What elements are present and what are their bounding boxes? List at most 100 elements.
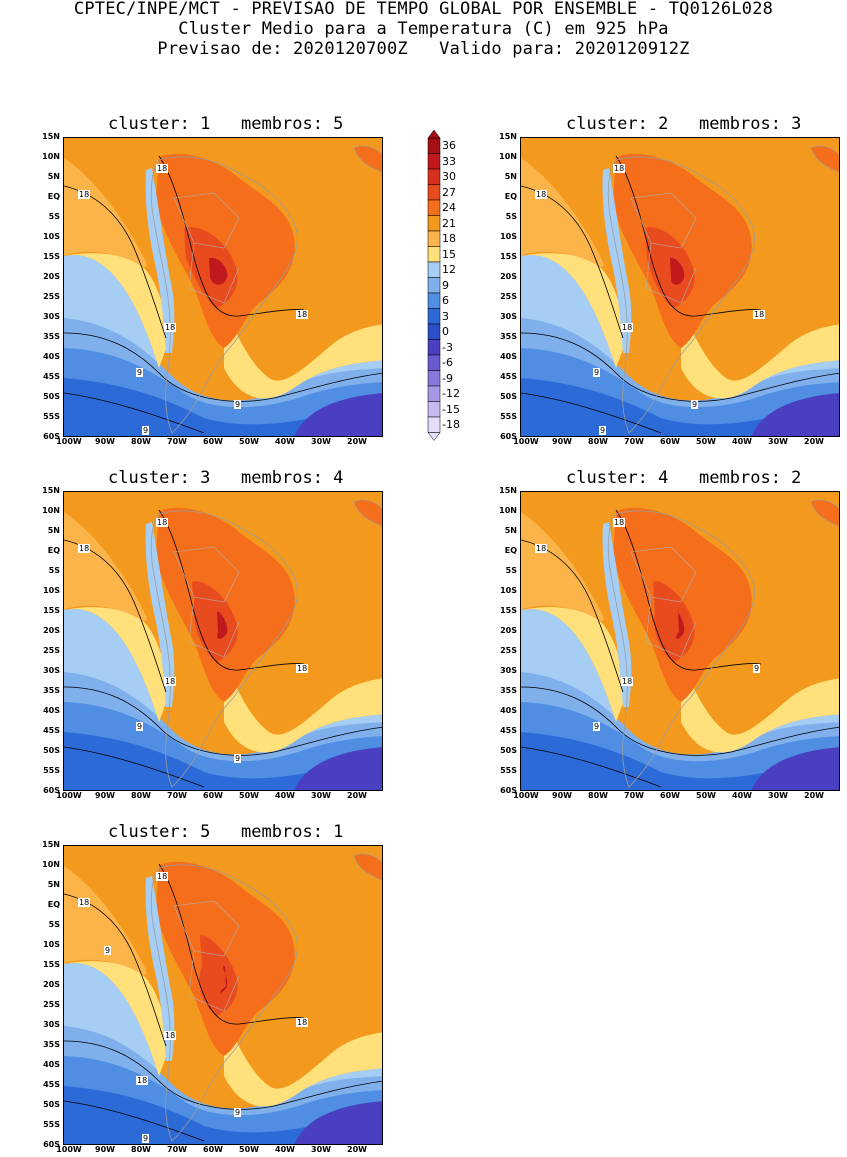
colorbar-swatch — [427, 370, 441, 387]
longitude-tick: 80W — [131, 791, 151, 800]
panel-title: cluster: 1 membros: 5 — [108, 114, 344, 134]
latitude-tick: 60S — [43, 1140, 60, 1149]
south-america-coastline — [150, 510, 298, 788]
contour-label: 18 — [535, 190, 548, 199]
contour-label: 18 — [296, 310, 309, 319]
field-purple-band — [294, 1101, 382, 1144]
temperature-map: 18 18 18 18 9 9 9 — [63, 137, 383, 437]
field-yellow-band — [681, 662, 839, 753]
contour-9 — [64, 686, 382, 756]
latitude-tick: EQ — [504, 192, 517, 201]
latitude-tick: 5N — [47, 880, 60, 889]
longitude-tick: 20W — [804, 437, 824, 446]
colorbar-level-label: -3 — [442, 340, 453, 354]
longitude-tick: 40W — [732, 437, 752, 446]
longitude-tick: 90W — [552, 791, 572, 800]
longitude-tick: 30W — [768, 791, 788, 800]
latitude-tick: 50S — [43, 1100, 60, 1109]
latitude-tick: 5S — [48, 566, 60, 575]
field-light-orange-west — [64, 158, 147, 267]
longitude-tick: 50W — [239, 791, 259, 800]
field-red-core — [645, 227, 695, 308]
contour-0 — [521, 746, 662, 788]
longitude-tick: 80W — [131, 1145, 151, 1154]
field-yellow-band — [224, 308, 382, 399]
latitude-tick: 5N — [47, 172, 60, 181]
field-purple-band — [294, 393, 382, 436]
contour-18-east — [158, 863, 305, 1025]
colorbar-level-label: 12 — [442, 263, 456, 276]
latitude-tick: 25S — [43, 292, 60, 301]
latitude-tick: 15N — [499, 486, 517, 495]
contour-label: 9 — [142, 1134, 150, 1143]
latitude-tick: 20S — [43, 626, 60, 635]
latitude-tick: 30S — [43, 1020, 60, 1029]
latitude-tick: 25S — [43, 1000, 60, 1009]
field-light-orange-west — [64, 866, 147, 975]
header-line-1: CPTEC/INPE/MCT - PREVISAO DE TEMPO GLOBA… — [73, 0, 774, 19]
contour-9 — [521, 686, 839, 756]
longitude-tick: 30W — [311, 437, 331, 446]
colorbar-swatch — [427, 354, 441, 371]
colorbar-level-label: 24 — [442, 201, 456, 214]
longitude-tick: 70W — [167, 791, 187, 800]
contour-0 — [64, 746, 205, 788]
contour-0 — [521, 392, 662, 434]
longitude-tick: 60W — [660, 791, 680, 800]
latitude-tick: 20S — [500, 272, 517, 281]
contour-label: 9 — [142, 426, 150, 435]
latitude-tick: 45S — [500, 726, 517, 735]
contour-label: 18 — [296, 1018, 309, 1027]
longitude-tick: 50W — [696, 437, 716, 446]
latitude-tick: 15S — [43, 252, 60, 261]
latitude-tick: 35S — [43, 1040, 60, 1049]
temperature-field — [64, 853, 382, 1144]
longitude-tick: 90W — [95, 437, 115, 446]
longitude-tick: 80W — [131, 437, 151, 446]
field-red-core — [199, 935, 238, 1016]
header-line-2: Cluster Medio para a Temperatura (C) em … — [178, 19, 669, 39]
colorbar-level-label: 18 — [442, 232, 456, 245]
south-america-coastline — [150, 864, 298, 1142]
contour-18-east — [615, 155, 762, 317]
latitude-tick: 5S — [505, 212, 517, 221]
longitude-tick: 100W — [56, 1145, 82, 1154]
latitude-tick: 60S — [43, 786, 60, 795]
colorbar-swatch — [427, 184, 441, 201]
latitude-tick: 30S — [500, 666, 517, 675]
panel-title: cluster: 4 membros: 2 — [566, 468, 802, 488]
temperature-field — [521, 499, 839, 790]
country-borders — [630, 546, 697, 658]
field-purple-band — [294, 747, 382, 790]
contour-label: 18 — [78, 898, 91, 907]
colorbar-level-label: -12 — [442, 387, 460, 400]
field-yellow-west — [521, 607, 629, 722]
longitude-tick: 70W — [624, 791, 644, 800]
latitude-tick: 50S — [43, 392, 60, 401]
longitude-tick: 20W — [347, 791, 367, 800]
field-yellow-west — [64, 607, 172, 722]
longitude-tick: 70W — [167, 1145, 187, 1154]
latitude-tick: 35S — [43, 686, 60, 695]
panel-title: cluster: 5 membros: 1 — [108, 822, 344, 842]
field-yellow-band — [224, 662, 382, 753]
contour-18-east — [615, 509, 762, 671]
contour-9 — [521, 332, 839, 402]
latitude-tick: 50S — [43, 746, 60, 755]
latitude-tick: 10N — [42, 152, 60, 161]
contour-label: 18 — [296, 664, 309, 673]
latitude-tick: 5S — [505, 566, 517, 575]
field-blue3-band — [64, 732, 382, 790]
longitude-tick: 80W — [588, 437, 608, 446]
colorbar-level-label: -6 — [442, 356, 453, 369]
longitude-tick: 50W — [239, 437, 259, 446]
colorbar-swatch — [427, 261, 441, 278]
latitude-tick: 50S — [500, 392, 517, 401]
latitude-tick: 10N — [42, 860, 60, 869]
longitude-tick: 20W — [347, 1145, 367, 1154]
colorbar-level-label: 3 — [442, 309, 449, 323]
colorbar-swatch — [427, 215, 441, 232]
contour-label: 9 — [136, 722, 144, 731]
latitude-tick: EQ — [504, 546, 517, 555]
contour-label: 18 — [156, 164, 169, 173]
